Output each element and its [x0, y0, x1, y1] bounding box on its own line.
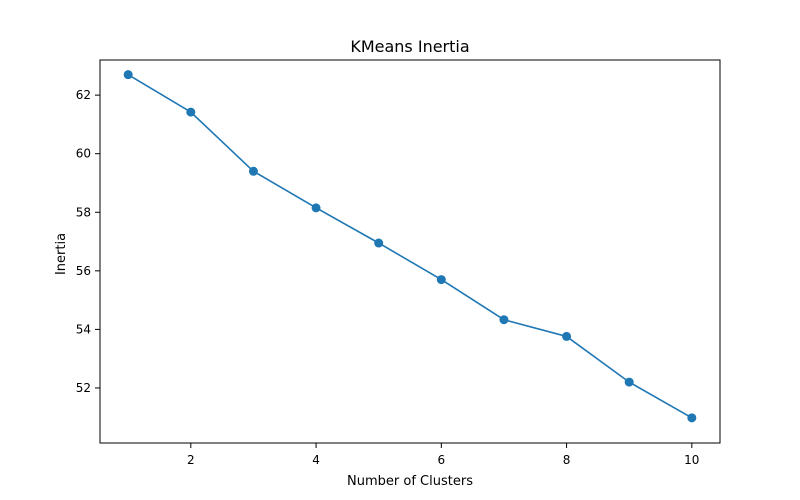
- y-tick-label: 60: [76, 147, 91, 161]
- y-tick-label: 62: [76, 88, 91, 102]
- y-tick-label: 52: [76, 381, 91, 395]
- data-point: [499, 315, 509, 325]
- data-point: [687, 413, 697, 423]
- plot-frame: [99, 59, 721, 444]
- y-tick-label: 56: [76, 264, 91, 278]
- data-point: [248, 166, 258, 176]
- data-point: [374, 238, 384, 248]
- y-tick-label: 58: [76, 205, 91, 219]
- y-axis-label: Inertia: [54, 233, 69, 275]
- data-point: [186, 107, 196, 117]
- data-point: [562, 331, 572, 341]
- x-tick-label: 4: [312, 453, 320, 467]
- x-tick-label: 10: [684, 453, 699, 467]
- x-tick-label: 2: [187, 453, 195, 467]
- data-point: [311, 203, 321, 213]
- chart-title: KMeans Inertia: [350, 37, 469, 56]
- data-point: [123, 70, 133, 80]
- series-line: [127, 73, 693, 419]
- data-point: [436, 275, 446, 285]
- plot-area: 2 4 6 8 10 52 54 56 58 60 62: [76, 59, 721, 467]
- x-tick-label: 6: [437, 453, 445, 467]
- x-tick-label: 8: [563, 453, 571, 467]
- x-axis-label: Number of Clusters: [347, 474, 473, 489]
- y-tick-label: 54: [76, 322, 91, 336]
- data-point: [624, 377, 634, 387]
